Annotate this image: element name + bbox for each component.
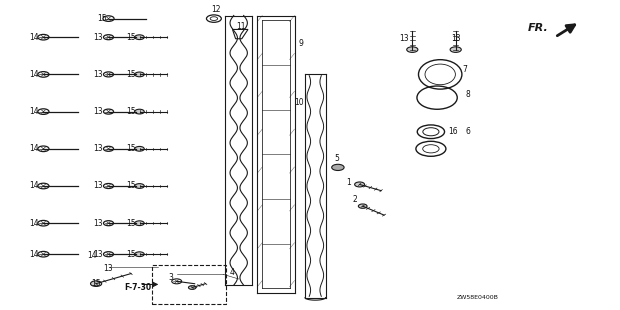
Text: F-7-30: F-7-30 <box>124 283 151 292</box>
Text: 13: 13 <box>93 33 103 42</box>
Text: 4: 4 <box>230 268 235 277</box>
Circle shape <box>135 146 144 151</box>
Circle shape <box>135 72 144 77</box>
Circle shape <box>358 204 367 208</box>
Text: 12: 12 <box>211 5 221 14</box>
Text: 15: 15 <box>126 219 136 228</box>
Circle shape <box>450 47 461 52</box>
Circle shape <box>332 164 344 171</box>
Circle shape <box>135 184 144 188</box>
Text: 14: 14 <box>29 250 39 259</box>
Text: 14: 14 <box>29 219 39 228</box>
Text: 13: 13 <box>399 34 409 43</box>
Circle shape <box>355 182 365 187</box>
Text: 14: 14 <box>29 33 39 42</box>
Circle shape <box>135 221 144 226</box>
Text: 15: 15 <box>126 70 136 79</box>
Text: 15: 15 <box>126 181 136 191</box>
Text: 16: 16 <box>448 127 458 136</box>
Text: 13: 13 <box>451 34 461 43</box>
Text: 13: 13 <box>93 144 103 153</box>
Text: 9: 9 <box>298 39 303 48</box>
Text: 5: 5 <box>334 153 339 163</box>
Circle shape <box>135 252 144 257</box>
Text: 15: 15 <box>126 107 136 116</box>
Circle shape <box>188 286 196 290</box>
Text: FR.: FR. <box>528 23 549 33</box>
Text: 15: 15 <box>97 14 107 23</box>
Text: 13: 13 <box>104 264 113 273</box>
Bar <box>152 265 226 304</box>
Text: 10: 10 <box>294 98 304 107</box>
Text: 15: 15 <box>91 279 101 288</box>
Text: 14: 14 <box>29 70 39 79</box>
Text: 6: 6 <box>466 127 471 136</box>
Text: 15: 15 <box>126 33 136 42</box>
Text: 11: 11 <box>236 22 246 31</box>
Text: 1: 1 <box>346 178 351 188</box>
Text: 13: 13 <box>93 219 103 228</box>
Text: ZW58E0400B: ZW58E0400B <box>456 295 498 300</box>
Text: 13: 13 <box>93 250 103 259</box>
Text: 14: 14 <box>29 144 39 153</box>
Text: 2: 2 <box>353 195 358 205</box>
Text: 14: 14 <box>87 251 97 260</box>
Text: 8: 8 <box>466 90 471 99</box>
Text: 15: 15 <box>126 144 136 153</box>
Circle shape <box>407 47 418 52</box>
Circle shape <box>135 35 144 40</box>
Text: 13: 13 <box>93 181 103 191</box>
Text: 3: 3 <box>168 273 173 282</box>
Circle shape <box>135 109 144 114</box>
Text: 7: 7 <box>463 65 467 74</box>
Circle shape <box>91 281 102 286</box>
Text: 15: 15 <box>126 250 136 259</box>
Text: 14: 14 <box>29 181 39 191</box>
Text: 14: 14 <box>29 107 39 116</box>
Text: 13: 13 <box>93 70 103 79</box>
Text: 13: 13 <box>93 107 103 116</box>
